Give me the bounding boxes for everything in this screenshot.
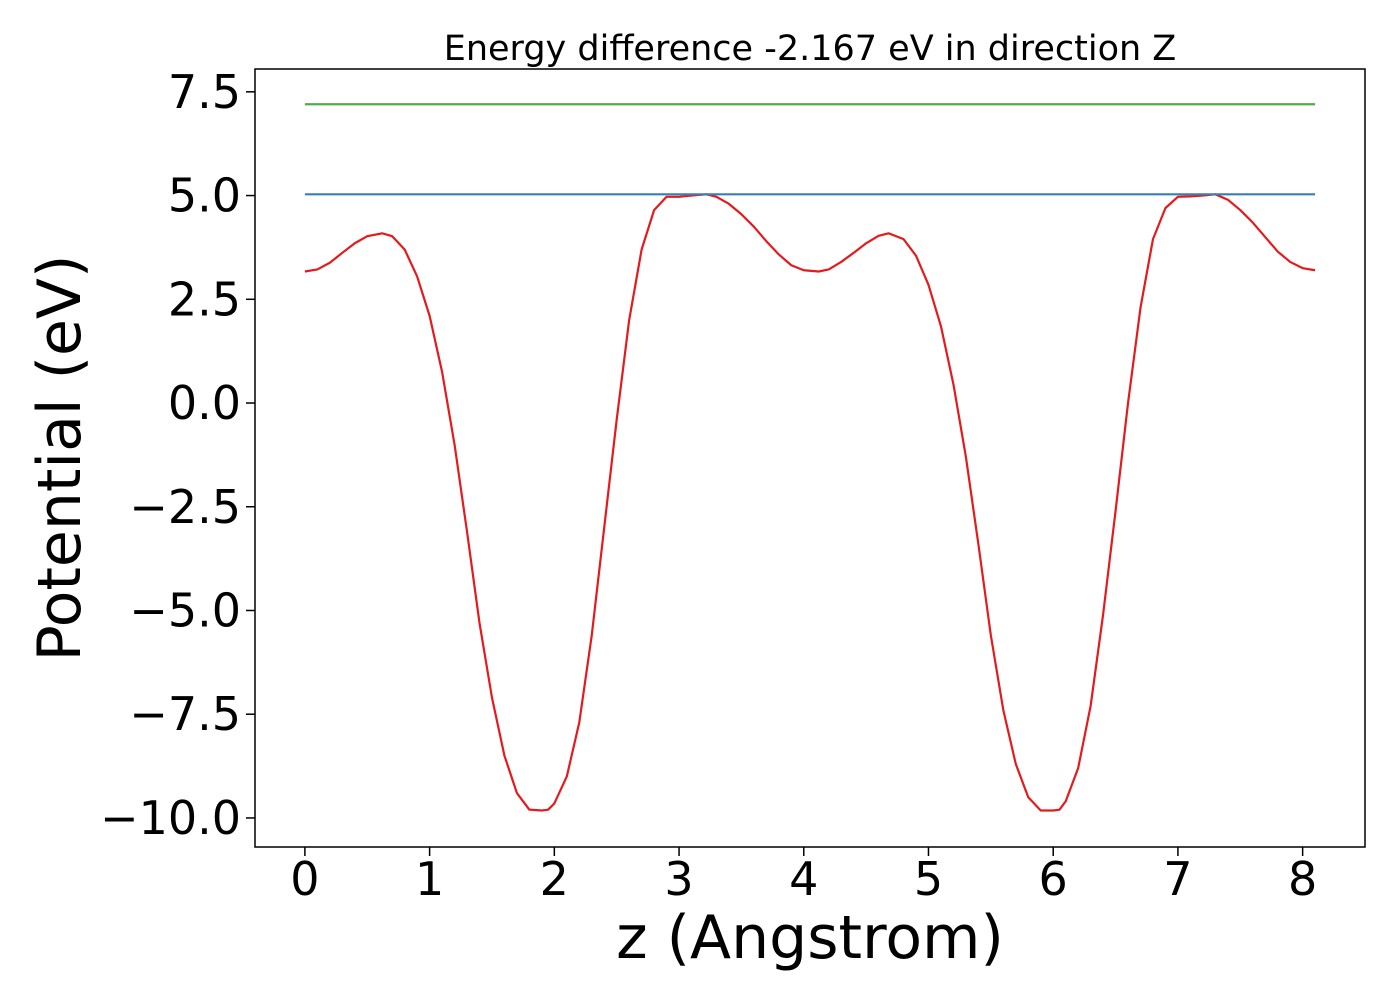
x-tick-label: 1 bbox=[415, 852, 444, 906]
x-tick-label: 2 bbox=[540, 852, 569, 906]
y-tick-label: 5.0 bbox=[168, 169, 241, 223]
x-tick-label: 4 bbox=[789, 852, 818, 906]
series-line-1 bbox=[304, 193, 1316, 812]
x-tick-label: 5 bbox=[914, 852, 943, 906]
x-axis-ticks: 0 1 2 3 4 5 6 7 8 bbox=[290, 847, 1317, 906]
x-tick-label: 3 bbox=[664, 852, 693, 906]
y-tick-label: −2.5 bbox=[129, 480, 241, 534]
y-axis-title: Potential (eV) bbox=[25, 255, 95, 662]
x-axis-title: z (Angstrom) bbox=[616, 903, 1004, 973]
y-tick-label: 2.5 bbox=[168, 272, 241, 326]
y-tick-label: −10.0 bbox=[100, 791, 241, 845]
y-tick-label: −5.0 bbox=[129, 583, 241, 637]
series-layer bbox=[304, 103, 1316, 812]
y-tick-label: 0.0 bbox=[168, 376, 241, 430]
y-axis-ticks: 7.5 5.0 2.5 0.0 −2.5 −5.0 −7.5 −10.0 bbox=[100, 65, 255, 845]
x-tick-label: 0 bbox=[290, 852, 319, 906]
x-tick-label: 7 bbox=[1163, 852, 1192, 906]
y-tick-label: −7.5 bbox=[129, 687, 241, 741]
x-tick-label: 6 bbox=[1039, 852, 1068, 906]
x-tick-label: 8 bbox=[1288, 852, 1317, 906]
plot-frame bbox=[254, 68, 1366, 848]
y-tick-label: 7.5 bbox=[168, 65, 241, 119]
chart-title: Energy difference -2.167 eV in direction… bbox=[444, 29, 1177, 69]
